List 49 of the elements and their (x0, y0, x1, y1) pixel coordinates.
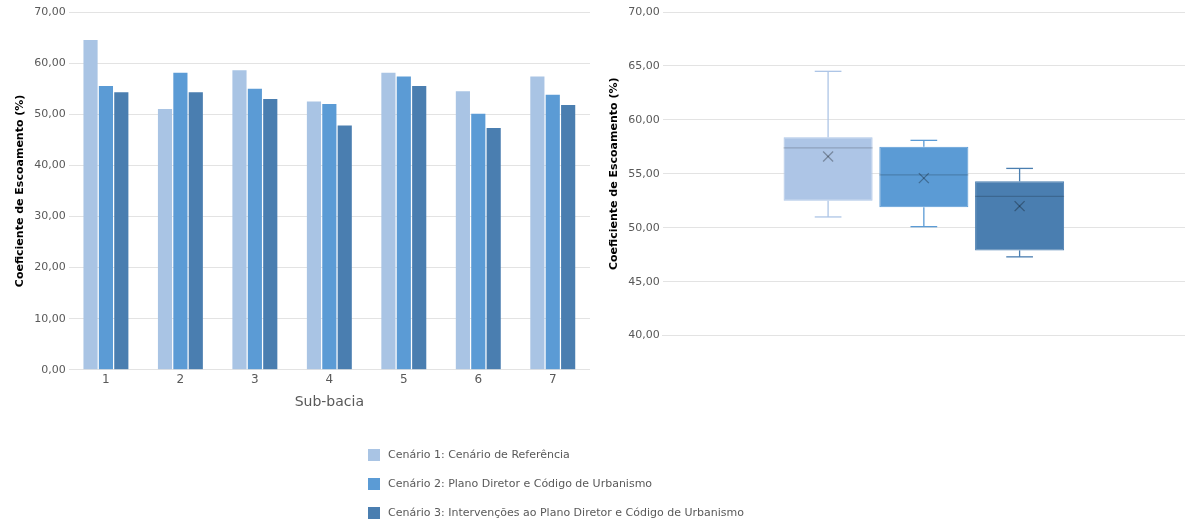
y-tick-label: 65,00 (628, 58, 660, 72)
y-tick-label: 50,00 (628, 220, 660, 234)
y-tick-label: 70,00 (34, 4, 66, 18)
bar (173, 72, 188, 370)
x-tick-label: 4 (325, 372, 334, 387)
x-tick-label: 2 (176, 372, 185, 387)
bar (381, 72, 396, 370)
bar (471, 113, 486, 370)
x-axis-title: Sub-bacia (294, 393, 365, 410)
y-axis-title: Coeficiente de Escoamento (%) (13, 94, 27, 288)
y-tick-label: 20,00 (34, 260, 66, 274)
bar (530, 76, 545, 370)
bar (412, 86, 427, 370)
bar (157, 109, 173, 370)
x-tick-label: 1 (102, 372, 110, 387)
bar (545, 94, 560, 370)
y-tick-label: 60,00 (628, 112, 660, 126)
y-tick-label: 40,00 (34, 158, 66, 172)
y-tick-label: 45,00 (628, 274, 660, 288)
legend-label: Cenário 1: Cenário de Referência (388, 448, 570, 461)
bar (306, 101, 322, 370)
bar (188, 92, 203, 370)
bar (83, 40, 98, 370)
bar (337, 125, 352, 370)
bar (322, 104, 337, 370)
bar (232, 70, 247, 370)
y-tick-label: 70,00 (628, 4, 660, 18)
bar (561, 105, 576, 370)
y-tick-label: 10,00 (34, 311, 66, 325)
legend-label: Cenário 3: Intervenções ao Plano Diretor e Código de Urbanismo (388, 506, 744, 519)
x-tick-label: 5 (400, 372, 408, 387)
x-tick-label: 7 (548, 372, 557, 387)
y-tick-label: 50,00 (34, 107, 66, 121)
bar (263, 98, 278, 370)
bar (486, 128, 501, 370)
bar (396, 76, 411, 370)
bar (247, 88, 262, 370)
x-tick-label: 6 (474, 372, 483, 387)
y-tick-label: 40,00 (628, 328, 660, 342)
y-tick-label: 0,00 (41, 362, 66, 376)
y-tick-label: 55,00 (628, 166, 660, 180)
bar (114, 92, 129, 370)
y-tick-label: 60,00 (34, 55, 66, 69)
y-axis-title: Coeficiente de Escoamento (%) (607, 77, 621, 271)
bar (455, 91, 470, 370)
legend-label: Cenário 2: Plano Diretor e Código de Urbanismo (388, 477, 653, 490)
x-tick-label: 3 (251, 372, 259, 387)
bar (98, 86, 114, 370)
y-tick-label: 30,00 (34, 209, 66, 223)
